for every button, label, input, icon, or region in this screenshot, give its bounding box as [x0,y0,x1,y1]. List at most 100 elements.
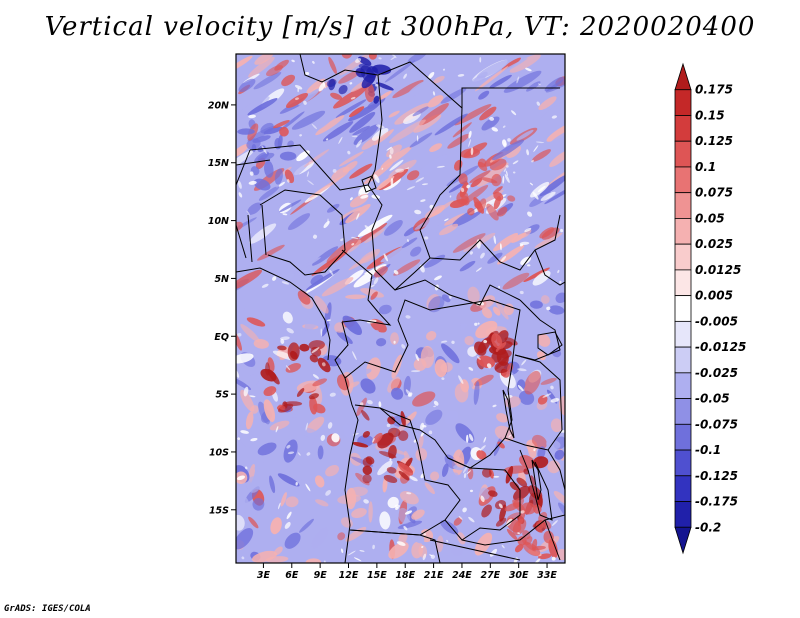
field-speckle [294,84,303,90]
field-patch [283,271,295,281]
field-patch [335,99,367,119]
field-speckle [430,554,436,559]
field-patch [348,486,368,497]
field-patch [370,291,378,300]
field-speckle [551,520,558,526]
field-patch [429,143,442,152]
lon-tick-label: 6E [285,570,299,581]
colorbar-bin [674,243,692,271]
field-speckle [280,336,290,341]
field-patch [452,122,472,138]
field-speckle [538,83,541,86]
field-speckle [329,392,336,397]
field-hotspot [477,198,487,213]
field-hotspot [273,119,290,129]
field-patch [258,185,280,201]
field-speckle [340,548,344,553]
colorbar-label: -0.125 [695,469,738,483]
field-hotspot [491,333,503,349]
colorbar-label: -0.175 [695,495,738,509]
colorbar-bin [674,372,692,399]
border-ethiopia [534,249,565,286]
field-hotspot [516,477,528,487]
field-speckle [420,431,425,437]
field-speckle [372,438,375,443]
field-patch [424,204,446,219]
field-speckle [285,365,291,371]
field-speckle [241,556,245,560]
field-patch [392,218,414,236]
border-nigeria [259,189,346,276]
field-hotspot [338,84,348,95]
field-speckle [386,423,391,428]
field-hotspot [506,528,518,541]
field-patch [454,104,492,126]
field-patch [448,97,473,114]
field-speckle [536,101,540,106]
lon-tick-label: 9E [314,570,328,581]
field-speckle [432,91,436,96]
field-speckle [489,548,498,557]
field-patch [279,111,305,132]
field-patch [245,411,254,430]
field-speckle [463,473,467,479]
field-patch [333,61,350,73]
field-speckle [286,444,291,449]
field-speckle [505,170,508,176]
field-patch [489,74,512,89]
field-patch [236,552,243,563]
field-hotspot [493,195,502,210]
field-hotspot [504,502,521,512]
field-patch [248,56,275,78]
lat-tick-label: 10N [208,216,229,227]
field-speckle [249,171,254,176]
field-patch [469,170,491,183]
colorbar-label: 0.125 [695,134,733,148]
field-hotspot [362,465,373,475]
field-speckle [517,532,520,535]
colorbar-bin [674,501,692,528]
colorbar-label: 0.15 [695,108,725,122]
field-speckle [390,177,394,187]
field-patch [453,517,463,526]
field-patch [336,374,350,391]
field-hotspot [379,451,397,459]
field-patch [246,317,266,327]
colorbar-bin [674,320,692,348]
field-patch [474,66,509,92]
field-patch [236,55,253,73]
field-patch [393,259,421,276]
field-speckle [326,319,331,322]
field-patch [531,149,551,162]
field-patch [325,464,340,477]
field-speckle [240,430,249,434]
field-hotspot [489,158,507,171]
field-patch [280,492,287,507]
field-patch [345,203,371,224]
field-patch [306,161,328,176]
field-speckle [297,87,300,93]
field-patch [269,475,276,494]
field-speckle [347,150,351,155]
colorbar-bin [674,475,692,502]
field-patch [454,383,469,403]
field-patch [545,72,565,93]
field-speckle [299,134,302,137]
field-speckle [248,114,256,119]
field-speckle [393,270,399,275]
field-patch [441,463,449,478]
field-patch [403,375,411,396]
field-patch [391,354,403,379]
field-patch [380,146,412,169]
field-patch [278,199,302,213]
field-speckle [401,344,406,349]
field-speckle [535,141,545,144]
field-speckle [542,393,552,398]
field-patch [263,386,277,397]
field-patch [389,119,426,144]
field-patch [415,154,448,178]
field-speckle [462,507,467,513]
field-patch [409,72,422,81]
colorbar-label: -0.0125 [695,340,746,354]
lon-tick-label: 24E [452,570,472,581]
